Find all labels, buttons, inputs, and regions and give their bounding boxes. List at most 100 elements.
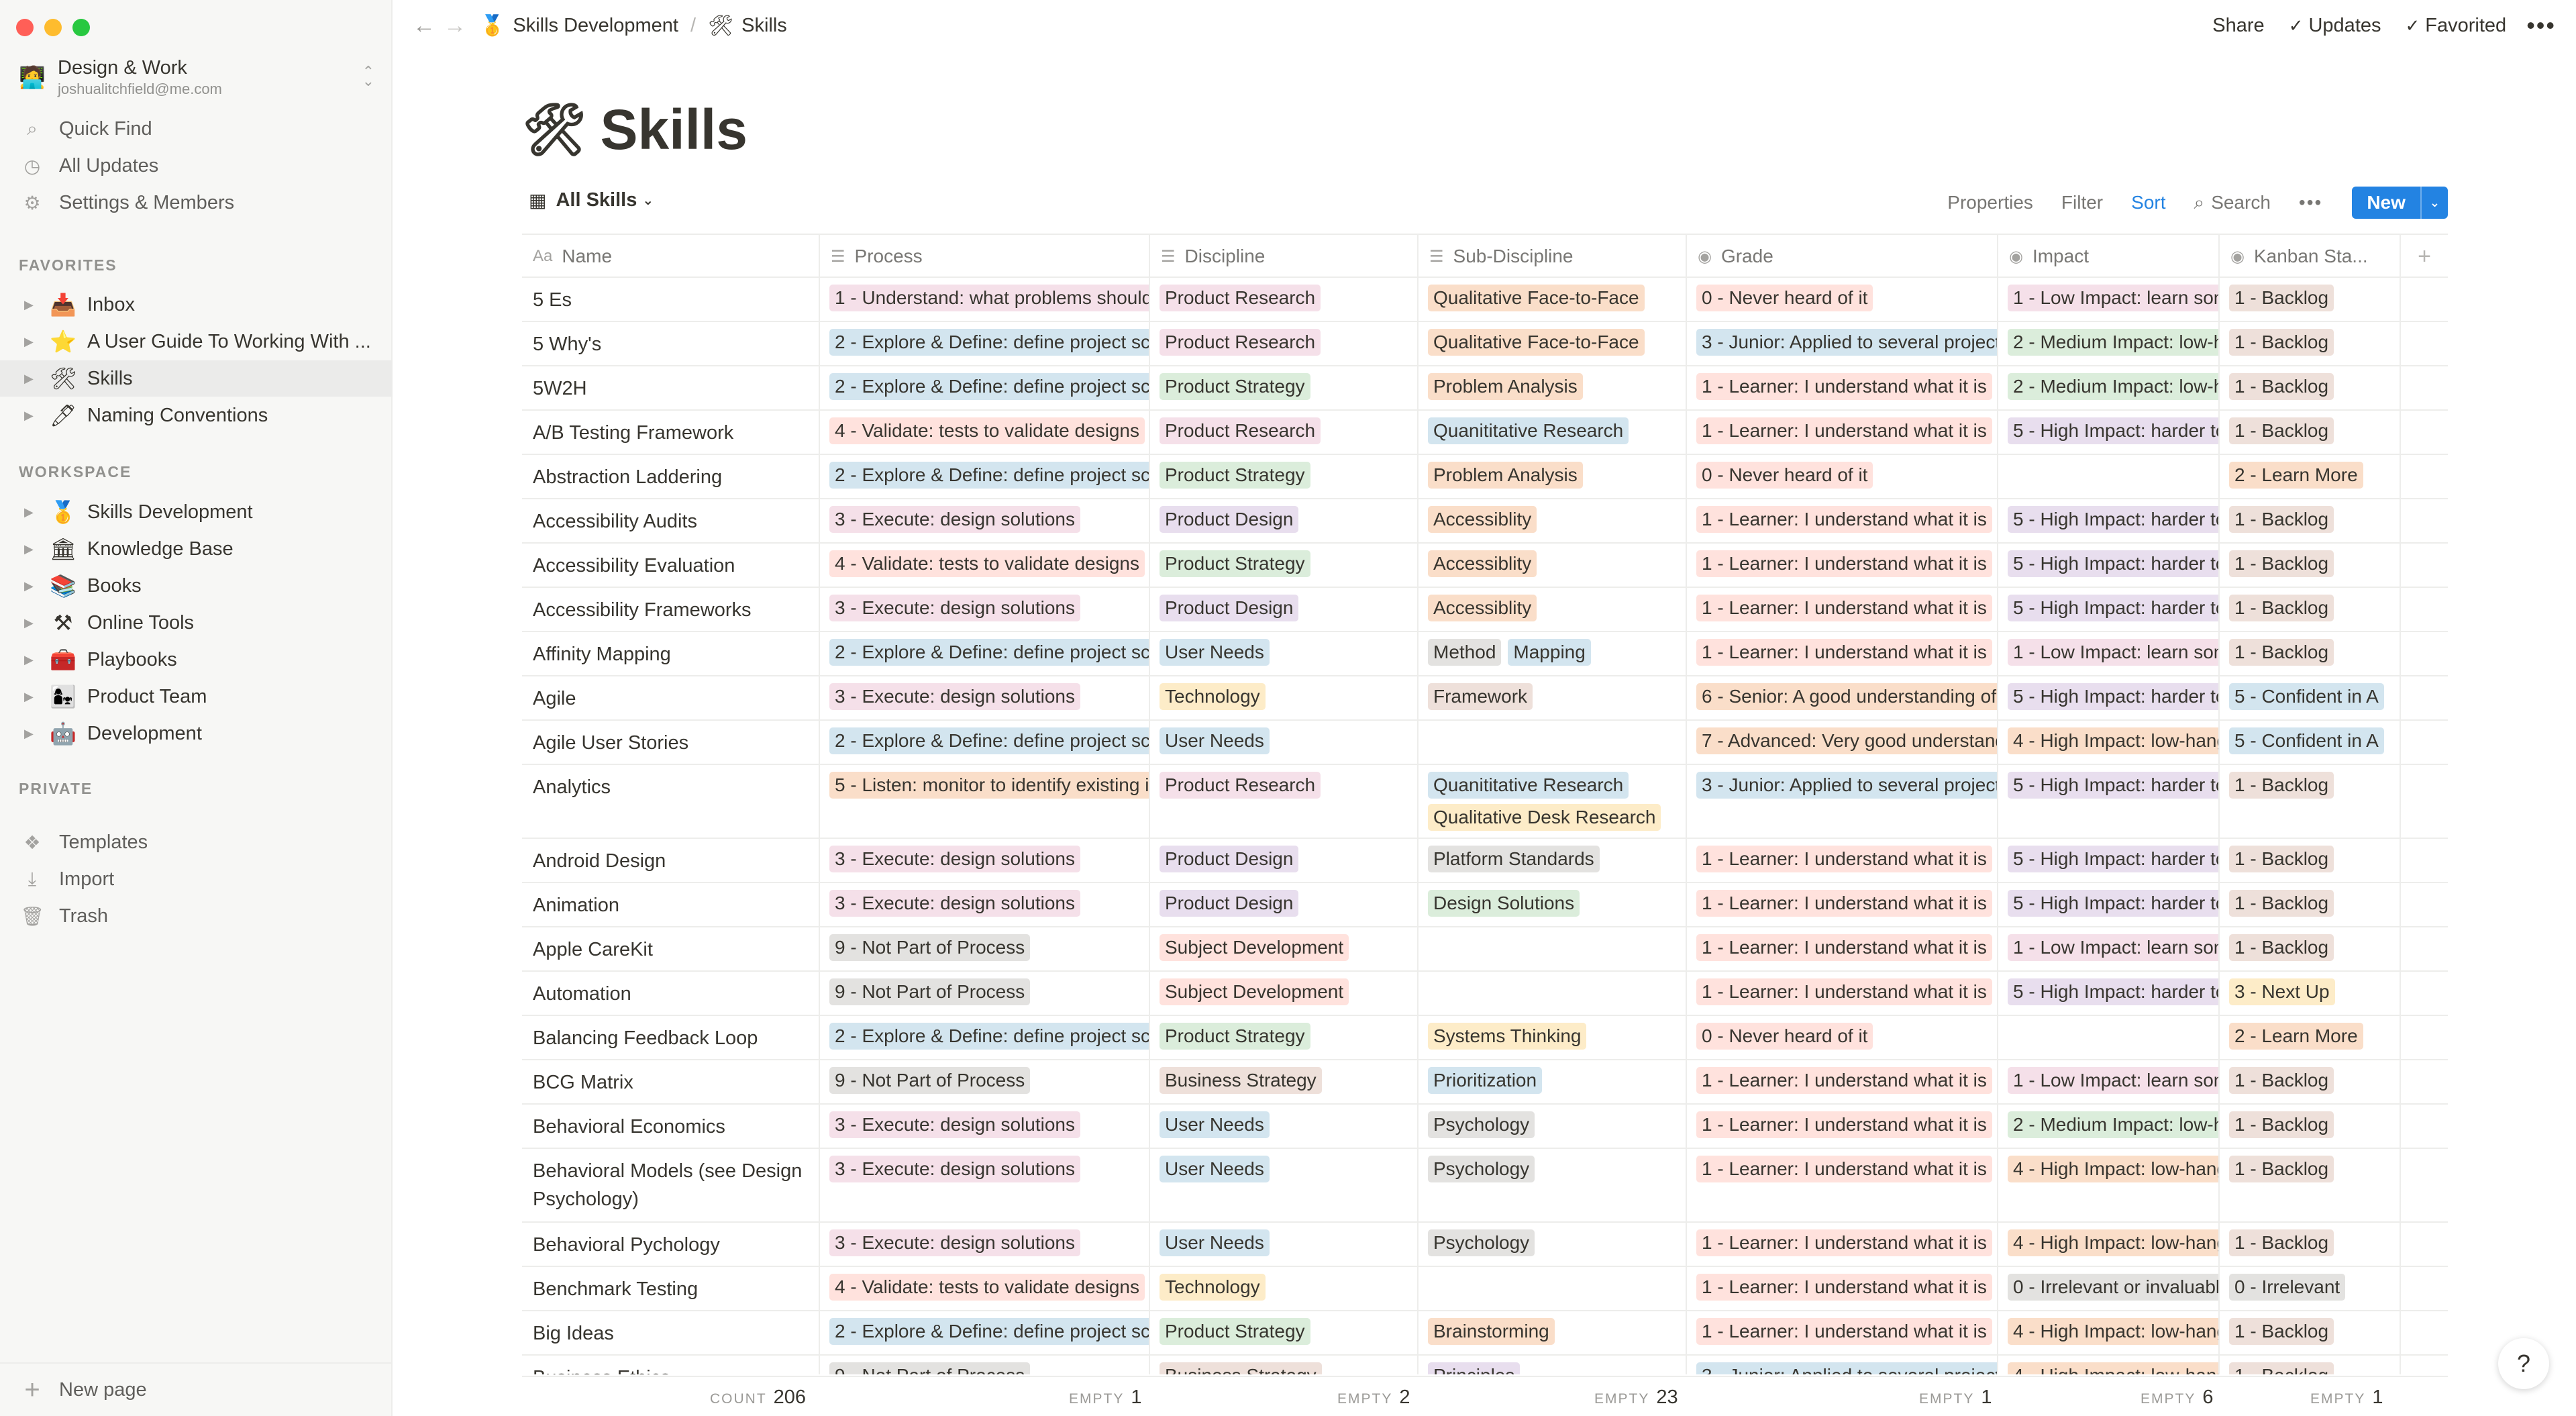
cell-kanban-status[interactable]: 3 - Next Up: [2220, 972, 2401, 1015]
cell-grade[interactable]: 1 - Learner: I understand what it is: [1687, 839, 1998, 882]
cell-discipline[interactable]: Product Strategy: [1150, 544, 1419, 587]
cell-process[interactable]: 1 - Understand: what problems should we …: [820, 278, 1150, 321]
cell-process[interactable]: 9 - Not Part of Process: [820, 972, 1150, 1015]
cell-grade[interactable]: 0 - Never heard of it: [1687, 1016, 1998, 1059]
cell-name[interactable]: Accessibility Evaluation: [522, 544, 820, 587]
cell-sub-discipline[interactable]: Prioritization: [1419, 1060, 1687, 1103]
cell-discipline[interactable]: Product Design: [1150, 588, 1419, 631]
cell-grade[interactable]: 0 - Never heard of it: [1687, 278, 1998, 321]
table-row[interactable]: Abstraction Laddering 2 - Explore & Defin…: [522, 455, 2448, 499]
cell-kanban-status[interactable]: 5 - Confident in A: [2220, 676, 2401, 719]
cell-process[interactable]: 5 - Listen: monitor to identify existing…: [820, 765, 1150, 838]
cell-process[interactable]: 2 - Explore & Define: define project sco…: [820, 455, 1150, 498]
cell-grade[interactable]: 1 - Learner: I understand what it is: [1687, 1105, 1998, 1148]
cell-name[interactable]: Business Ethics: [522, 1356, 820, 1374]
new-page-button[interactable]: + New page: [0, 1362, 393, 1416]
cell-name[interactable]: Apple CareKit: [522, 927, 820, 970]
cell-grade[interactable]: 1 - Learner: I understand what it is: [1687, 883, 1998, 926]
cell-impact[interactable]: 1 - Low Impact: learn some basics: [1998, 278, 2220, 321]
help-button[interactable]: ?: [2498, 1338, 2549, 1389]
search-button[interactable]: ⌕ Search: [2194, 192, 2271, 214]
cell-discipline[interactable]: Product Strategy: [1150, 366, 1419, 409]
table-row[interactable]: 5W2H 2 - Explore & Define: define project…: [522, 366, 2448, 411]
cell-sub-discipline[interactable]: [1419, 721, 1687, 764]
cell-name[interactable]: Affinity Mapping: [522, 632, 820, 675]
share-button[interactable]: Share: [2212, 14, 2265, 36]
cell-kanban-status[interactable]: 1 - Backlog: [2220, 883, 2401, 926]
cell-process[interactable]: 2 - Explore & Define: define project sco…: [820, 1016, 1150, 1059]
cell-sub-discipline[interactable]: Quanititative Research Qualitative Desk R…: [1419, 765, 1687, 838]
close-window-button[interactable]: [16, 19, 34, 36]
cell-kanban-status[interactable]: 1 - Backlog: [2220, 1223, 2401, 1266]
table-row[interactable]: Affinity Mapping 2 - Explore & Define: de…: [522, 632, 2448, 676]
cell-kanban-status[interactable]: 1 - Backlog: [2220, 1060, 2401, 1103]
cell-grade[interactable]: 3 - Junior: Applied to several projects: [1687, 765, 1998, 838]
cell-sub-discipline[interactable]: [1419, 1267, 1687, 1310]
cell-sub-discipline[interactable]: Accessiblity: [1419, 588, 1687, 631]
zoom-window-button[interactable]: [72, 19, 90, 36]
cell-impact[interactable]: 5 - High Impact: harder to learn: [1998, 972, 2220, 1015]
cell-discipline[interactable]: Product Strategy: [1150, 1016, 1419, 1059]
cell-name[interactable]: Behavioral Models (see Design Psychology…: [522, 1149, 820, 1221]
cell-grade[interactable]: 1 - Learner: I understand what it is: [1687, 1149, 1998, 1221]
column-header-sub-discipline[interactable]: ☰ Sub-Discipline: [1419, 235, 1687, 278]
cell-sub-discipline[interactable]: [1419, 927, 1687, 970]
cell-grade[interactable]: 6 - Senior: A good understanding of it: [1687, 676, 1998, 719]
cell-sub-discipline[interactable]: Accessiblity: [1419, 499, 1687, 542]
cell-kanban-status[interactable]: 1 - Backlog: [2220, 1311, 2401, 1354]
cell-discipline[interactable]: Product Research: [1150, 322, 1419, 365]
cell-process[interactable]: 3 - Execute: design solutions: [820, 1149, 1150, 1221]
cell-grade[interactable]: 1 - Learner: I understand what it is: [1687, 1060, 1998, 1103]
cell-process[interactable]: 3 - Execute: design solutions: [820, 883, 1150, 926]
cell-process[interactable]: 3 - Execute: design solutions: [820, 1223, 1150, 1266]
chevron-right-icon[interactable]: ▶: [24, 689, 34, 703]
cell-discipline[interactable]: Product Strategy: [1150, 1311, 1419, 1354]
chevron-right-icon[interactable]: ▶: [24, 542, 34, 556]
cell-impact[interactable]: 2 - Medium Impact: low-hanging: [1998, 366, 2220, 409]
cell-sub-discipline[interactable]: Design Solutions: [1419, 883, 1687, 926]
table-row[interactable]: Agile 3 - Execute: design solutions Techno…: [522, 676, 2448, 721]
cell-name[interactable]: Animation: [522, 883, 820, 926]
add-column-button[interactable]: +: [2418, 243, 2431, 269]
table-row[interactable]: Apple CareKit 9 - Not Part of Process Subj…: [522, 927, 2448, 972]
cell-sub-discipline[interactable]: Psychology: [1419, 1149, 1687, 1221]
sidebar-page-item[interactable]: ▶ ⭐ A User Guide To Working With ...: [0, 323, 393, 360]
cell-sub-discipline[interactable]: Problem Analysis: [1419, 366, 1687, 409]
updates-button[interactable]: ✓ Updates: [2289, 15, 2381, 37]
cell-process[interactable]: 9 - Not Part of Process: [820, 1060, 1150, 1103]
cell-impact[interactable]: [1998, 455, 2220, 498]
table-row[interactable]: Android Design 3 - Execute: design soluti…: [522, 839, 2448, 883]
cell-discipline[interactable]: Technology: [1150, 1267, 1419, 1310]
sort-button[interactable]: Sort: [2131, 192, 2166, 213]
cell-process[interactable]: 2 - Explore & Define: define project sco…: [820, 721, 1150, 764]
cell-sub-discipline[interactable]: Systems Thinking: [1419, 1016, 1687, 1059]
cell-grade[interactable]: 1 - Learner: I understand what it is: [1687, 499, 1998, 542]
chevron-right-icon[interactable]: ▶: [24, 297, 34, 311]
cell-discipline[interactable]: User Needs: [1150, 632, 1419, 675]
cell-impact[interactable]: 5 - High Impact: harder to learn: [1998, 676, 2220, 719]
sidebar-gear[interactable]: ⚙ Settings & Members: [19, 185, 381, 221]
count-summary[interactable]: COUNT 206: [710, 1386, 806, 1409]
cell-impact[interactable]: 4 - High Impact: low-hanging: [1998, 1223, 2220, 1266]
sidebar-page-item[interactable]: ▶ 🤖 Development: [0, 715, 393, 752]
cell-name[interactable]: Benchmark Testing: [522, 1267, 820, 1310]
cell-kanban-status[interactable]: 2 - Learn More: [2220, 1016, 2401, 1059]
cell-name[interactable]: Balancing Feedback Loop: [522, 1016, 820, 1059]
sidebar-clock[interactable]: ◷ All Updates: [19, 148, 381, 184]
table-row[interactable]: Animation 3 - Execute: design solutions Pr…: [522, 883, 2448, 927]
cell-sub-discipline[interactable]: Accessiblity: [1419, 544, 1687, 587]
cell-impact[interactable]: 4 - High Impact: low-hanging: [1998, 721, 2220, 764]
sidebar-page-item[interactable]: ▶ 👩‍👧 Product Team: [0, 678, 393, 715]
sidebar-import[interactable]: ⤓ Import: [19, 861, 381, 897]
cell-impact[interactable]: 5 - High Impact: harder to learn: [1998, 765, 2220, 838]
discipline-empty-summary[interactable]: EMPTY 2: [1337, 1386, 1410, 1409]
process-empty-summary[interactable]: EMPTY 1: [1069, 1386, 1141, 1409]
table-row[interactable]: Automation 9 - Not Part of Process Subject…: [522, 972, 2448, 1016]
cell-process[interactable]: 2 - Explore & Define: define project sco…: [820, 322, 1150, 365]
cell-kanban-status[interactable]: 1 - Backlog: [2220, 1149, 2401, 1221]
table-row[interactable]: 5 Why's 2 - Explore & Define: define proj…: [522, 322, 2448, 366]
cell-kanban-status[interactable]: 5 - Confident in A: [2220, 721, 2401, 764]
sidebar-templates[interactable]: ❖ Templates: [19, 824, 381, 860]
cell-grade[interactable]: 1 - Learner: I understand what it is: [1687, 588, 1998, 631]
cell-name[interactable]: Accessibility Audits: [522, 499, 820, 542]
